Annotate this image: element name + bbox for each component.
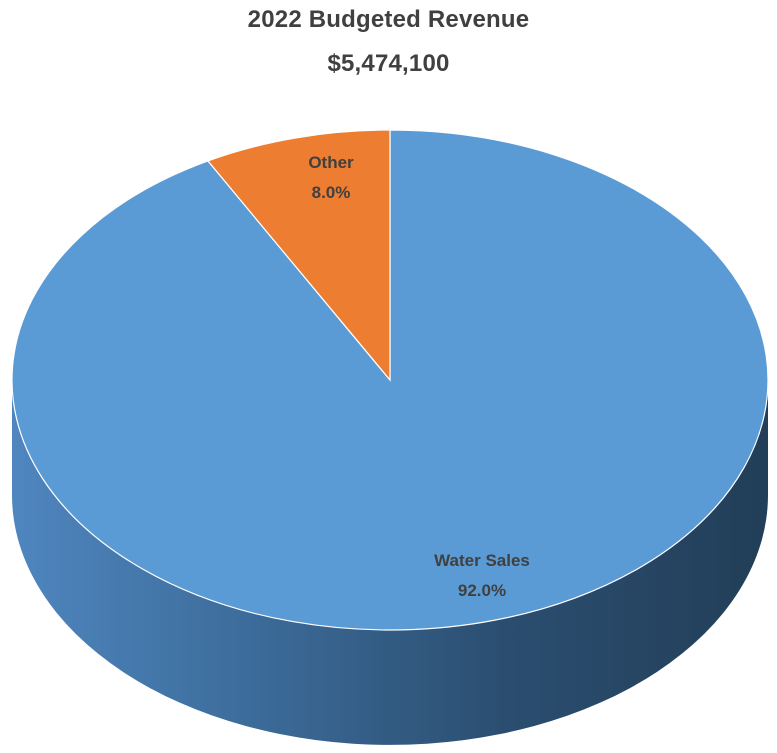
chart-title: 2022 Budgeted Revenue [247,6,530,33]
slice-label-water-sales: Water Sales [434,551,530,570]
slice-label-other: Other [308,153,354,172]
pie-slice-other [206,129,391,382]
slice-percent-other: 8.0% [312,183,351,202]
pie-side-wall [12,380,768,745]
slice-percent-water-sales: 92.0% [458,581,506,600]
chart-subtitle: $5,474,100 [327,50,450,77]
